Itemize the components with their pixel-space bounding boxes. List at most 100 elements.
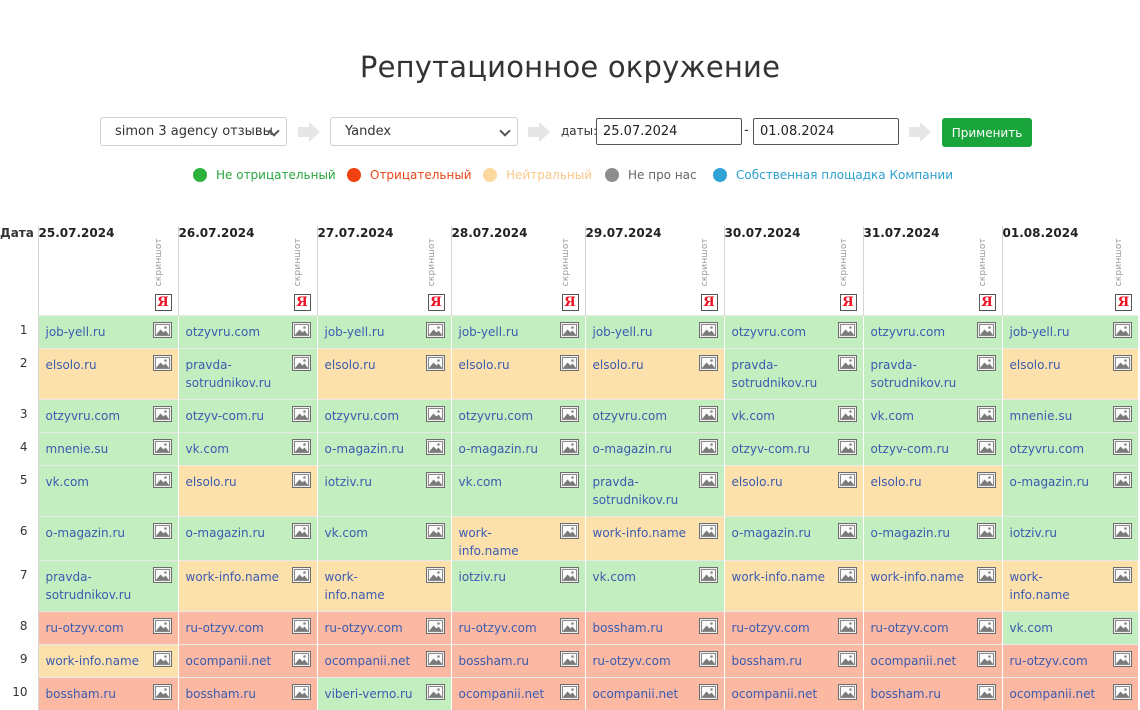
- site-link[interactable]: job-yell.ru: [592, 324, 653, 339]
- screenshot-icon[interactable]: [291, 566, 311, 583]
- site-link[interactable]: job-yell.ru: [458, 324, 519, 339]
- screenshot-icon[interactable]: [1113, 354, 1132, 371]
- site-link[interactable]: work-info.name: [731, 569, 826, 584]
- screenshot-icon[interactable]: [1113, 321, 1132, 338]
- site-link[interactable]: ru-otzyv.com: [1009, 653, 1088, 668]
- screenshot-icon[interactable]: [1113, 471, 1132, 488]
- site-link[interactable]: elsolo.ru: [185, 474, 237, 489]
- site-link[interactable]: work-info.name: [45, 653, 140, 668]
- screenshot-icon[interactable]: [837, 522, 857, 539]
- site-link[interactable]: iotziv.ru: [324, 474, 373, 489]
- yandex-icon[interactable]: Я: [154, 293, 172, 311]
- site-link[interactable]: ocompanii.net: [731, 686, 818, 701]
- apply-button[interactable]: Применить: [942, 118, 1032, 147]
- site-link[interactable]: elsolo.ru: [1009, 357, 1061, 372]
- site-link[interactable]: ocompanii.net: [870, 653, 957, 668]
- screenshot-icon[interactable]: [1113, 566, 1132, 583]
- site-link[interactable]: bossham.ru: [592, 620, 663, 635]
- site-link[interactable]: otzyv-com.ru: [185, 408, 265, 423]
- screenshot-icon[interactable]: [837, 650, 857, 667]
- site-link[interactable]: pravda-sotrudnikov.ru: [592, 474, 679, 507]
- screenshot-icon[interactable]: [976, 566, 996, 583]
- site-link[interactable]: otzyvru.com: [458, 408, 534, 423]
- screenshot-icon[interactable]: [698, 522, 718, 539]
- site-link[interactable]: elsolo.ru: [870, 474, 922, 489]
- site-link[interactable]: ru-otzyv.com: [45, 620, 124, 635]
- screenshot-icon[interactable]: [291, 650, 311, 667]
- screenshot-icon[interactable]: [559, 321, 579, 338]
- screenshot-icon[interactable]: [976, 471, 996, 488]
- screenshot-icon[interactable]: [559, 471, 579, 488]
- screenshot-icon[interactable]: [425, 522, 445, 539]
- screenshot-icon[interactable]: [152, 438, 172, 455]
- site-link[interactable]: ocompanii.net: [324, 653, 411, 668]
- screenshot-icon[interactable]: [976, 354, 996, 371]
- screenshot-icon[interactable]: [425, 354, 445, 371]
- screenshot-icon[interactable]: [698, 650, 718, 667]
- site-link[interactable]: work-info.name: [592, 525, 687, 540]
- screenshot-icon[interactable]: [698, 438, 718, 455]
- site-link[interactable]: bossham.ru: [731, 653, 802, 668]
- screenshot-icon[interactable]: [152, 354, 172, 371]
- site-link[interactable]: otzyv-com.ru: [870, 441, 950, 456]
- site-link[interactable]: o-magazin.ru: [45, 525, 126, 540]
- site-link[interactable]: otzyvru.com: [731, 324, 807, 339]
- screenshot-icon[interactable]: [698, 566, 718, 583]
- screenshot-icon[interactable]: [1113, 683, 1132, 700]
- site-link[interactable]: bossham.ru: [45, 686, 116, 701]
- site-link[interactable]: elsolo.ru: [592, 357, 644, 372]
- project-select[interactable]: simon 3 agency отзывы: [100, 117, 287, 146]
- yandex-icon[interactable]: Я: [700, 293, 718, 311]
- screenshot-icon[interactable]: [425, 405, 445, 422]
- site-link[interactable]: job-yell.ru: [45, 324, 106, 339]
- site-link[interactable]: otzyv-com.ru: [731, 441, 811, 456]
- site-link[interactable]: pravda-sotrudnikov.ru: [870, 357, 957, 390]
- screenshot-icon[interactable]: [837, 321, 857, 338]
- site-link[interactable]: job-yell.ru: [324, 324, 385, 339]
- site-link[interactable]: ru-otzyv.com: [592, 653, 671, 668]
- screenshot-icon[interactable]: [425, 650, 445, 667]
- screenshot-icon[interactable]: [559, 354, 579, 371]
- screenshot-icon[interactable]: [976, 650, 996, 667]
- site-link[interactable]: bossham.ru: [458, 653, 529, 668]
- screenshot-icon[interactable]: [559, 438, 579, 455]
- screenshot-icon[interactable]: [837, 566, 857, 583]
- site-link[interactable]: bossham.ru: [870, 686, 941, 701]
- screenshot-icon[interactable]: [425, 321, 445, 338]
- site-link[interactable]: work-info.name: [458, 525, 519, 558]
- screenshot-icon[interactable]: [837, 405, 857, 422]
- site-link[interactable]: otzyvru.com: [185, 324, 261, 339]
- site-link[interactable]: o-magazin.ru: [1009, 474, 1090, 489]
- site-link[interactable]: pravda-sotrudnikov.ru: [185, 357, 272, 390]
- yandex-icon[interactable]: Я: [293, 293, 311, 311]
- site-link[interactable]: elsolo.ru: [731, 474, 783, 489]
- site-link[interactable]: o-magazin.ru: [324, 441, 405, 456]
- screenshot-icon[interactable]: [1113, 405, 1132, 422]
- yandex-icon[interactable]: Я: [1115, 293, 1132, 311]
- screenshot-icon[interactable]: [976, 683, 996, 700]
- date-from-input[interactable]: [596, 118, 742, 145]
- site-link[interactable]: vk.com: [45, 474, 90, 489]
- screenshot-icon[interactable]: [976, 438, 996, 455]
- screenshot-icon[interactable]: [698, 321, 718, 338]
- site-link[interactable]: ru-otzyv.com: [324, 620, 403, 635]
- screenshot-icon[interactable]: [1113, 650, 1132, 667]
- screenshot-icon[interactable]: [698, 405, 718, 422]
- screenshot-icon[interactable]: [837, 438, 857, 455]
- screenshot-icon[interactable]: [976, 405, 996, 422]
- screenshot-icon[interactable]: [1113, 617, 1132, 634]
- screenshot-icon[interactable]: [837, 354, 857, 371]
- screenshot-icon[interactable]: [1113, 438, 1132, 455]
- site-link[interactable]: mnenie.su: [1009, 408, 1073, 423]
- screenshot-icon[interactable]: [291, 617, 311, 634]
- yandex-icon[interactable]: Я: [561, 293, 579, 311]
- screenshot-icon[interactable]: [698, 471, 718, 488]
- screenshot-icon[interactable]: [837, 683, 857, 700]
- screenshot-icon[interactable]: [152, 566, 172, 583]
- site-link[interactable]: vk.com: [458, 474, 503, 489]
- screenshot-icon[interactable]: [976, 617, 996, 634]
- site-link[interactable]: o-magazin.ru: [731, 525, 812, 540]
- screenshot-icon[interactable]: [152, 522, 172, 539]
- screenshot-icon[interactable]: [152, 617, 172, 634]
- site-link[interactable]: ru-otzyv.com: [185, 620, 264, 635]
